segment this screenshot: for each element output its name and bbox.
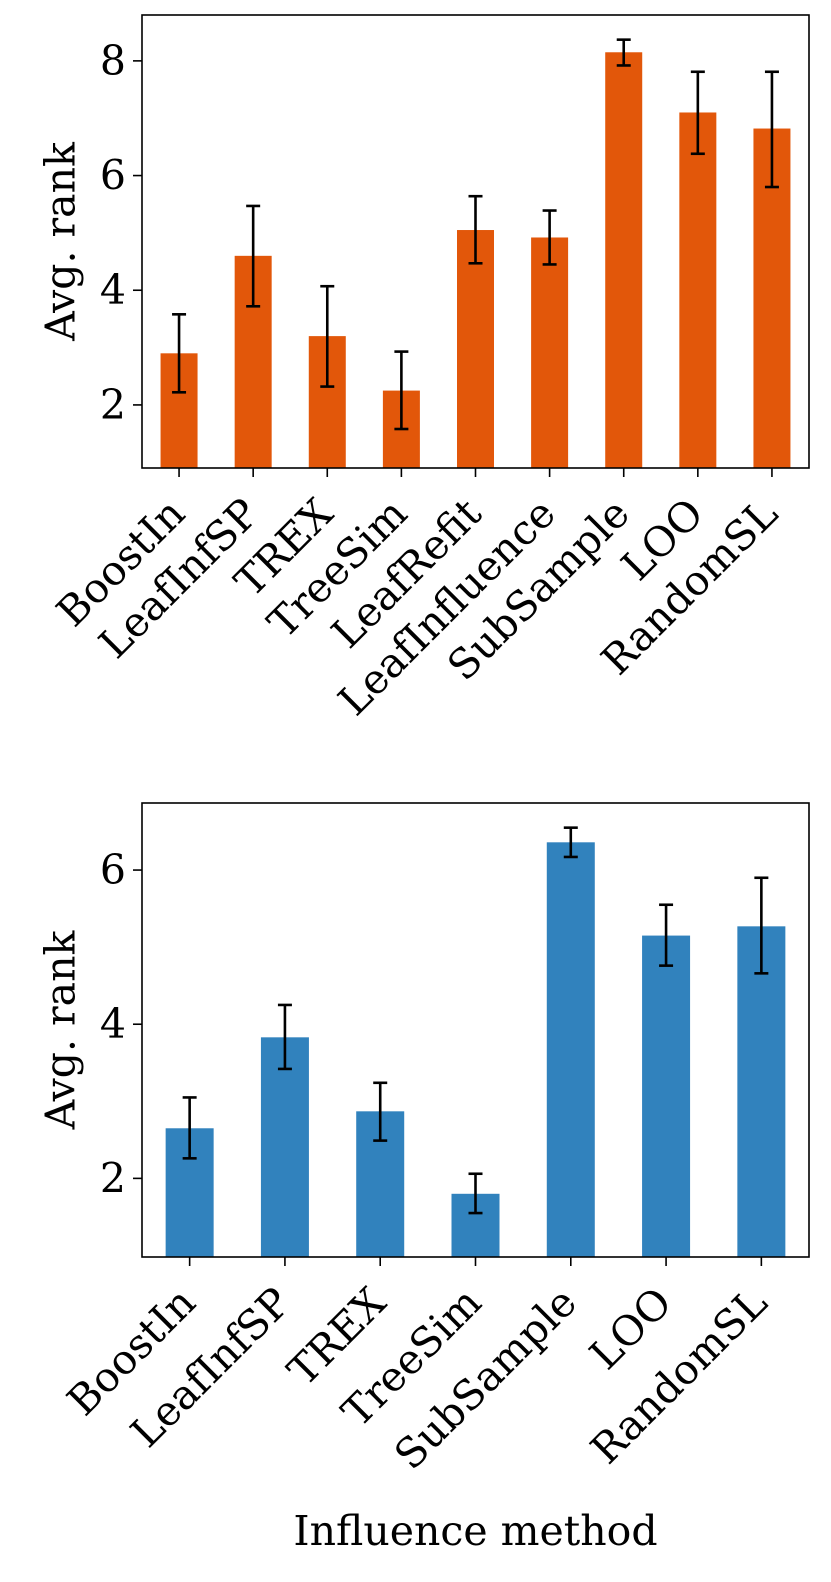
y-tick-label: 4 bbox=[100, 266, 126, 314]
bottom-bar-chart: 246BoostInLeafInfSPTREXTreeSimSubSampleL… bbox=[37, 802, 810, 1555]
y-tick-label: 2 bbox=[100, 381, 126, 429]
bar-leafinfluence bbox=[531, 237, 569, 468]
error-bar-loo bbox=[690, 70, 705, 156]
error-bar-trex bbox=[320, 284, 335, 388]
bar-randomsl bbox=[737, 926, 786, 1257]
x-axis-title: Influence method bbox=[293, 1507, 657, 1555]
error-bar-boostin bbox=[172, 313, 187, 394]
error-bar-subsample bbox=[563, 826, 578, 859]
y-tick-label: 6 bbox=[100, 152, 126, 200]
bar-leafinfsp bbox=[260, 1037, 309, 1257]
y-tick-label: 4 bbox=[100, 1000, 126, 1048]
error-bar-treesim bbox=[394, 350, 409, 431]
error-bar-randomsl bbox=[764, 70, 779, 189]
y-axis-title: Avg. rank bbox=[37, 929, 85, 1130]
error-bar-randomsl bbox=[754, 876, 769, 975]
error-bar-leafrefit bbox=[468, 194, 483, 265]
bar-loo bbox=[642, 935, 691, 1257]
error-bar-subsample bbox=[616, 38, 631, 67]
y-tick-label: 6 bbox=[100, 846, 126, 894]
bar-subsample bbox=[546, 842, 595, 1257]
bar-leafrefit bbox=[457, 230, 494, 468]
error-bar-loo bbox=[659, 903, 674, 967]
error-bar-trex bbox=[373, 1081, 388, 1142]
error-bar-leafinfluence bbox=[542, 209, 557, 266]
error-bar-treesim bbox=[468, 1172, 483, 1215]
bar-subsample bbox=[605, 52, 643, 468]
error-bar-boostin bbox=[182, 1096, 197, 1160]
bar-loo bbox=[679, 112, 717, 468]
error-bar-leafinfsp bbox=[277, 1003, 292, 1071]
y-tick-label: 8 bbox=[100, 37, 126, 85]
top-bar-chart: 2468BoostInLeafInfSPTREXTreeSimLeafRefit… bbox=[37, 14, 810, 725]
y-tick-label: 2 bbox=[100, 1154, 126, 1202]
error-bar-leafinfsp bbox=[246, 204, 261, 308]
y-axis-title: Avg. rank bbox=[37, 141, 85, 342]
